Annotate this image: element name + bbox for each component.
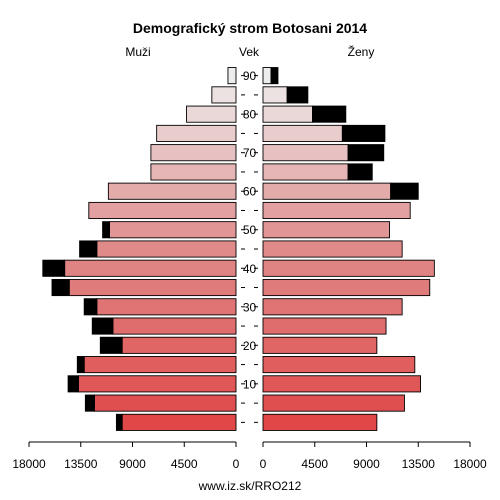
- age-label-80: 80: [243, 108, 257, 122]
- men-bar-75-79: [156, 124, 237, 142]
- men-excess-bar-15-19: [76, 356, 85, 374]
- women-bar-40-44: [262, 259, 435, 277]
- women-x-tick-label: 18000: [453, 457, 487, 471]
- men-bar-45-49: [96, 240, 237, 258]
- age-label-50: 50: [243, 223, 257, 237]
- women-excess-bar-90+: [270, 67, 279, 85]
- women-excess-bar-80-84: [312, 105, 347, 123]
- men-x-tick-label: 18000: [12, 457, 46, 471]
- men-bar-35-39: [68, 278, 237, 297]
- women-x-tick-label: 9000: [353, 457, 380, 471]
- women-x-tick-label: 0: [260, 457, 267, 471]
- women-bar-75-79: [262, 124, 343, 142]
- men-bar-90+: [227, 67, 237, 85]
- women-bar-55-59: [262, 201, 411, 220]
- men-excess-bar-20-24: [99, 336, 123, 354]
- women-bar-10-14: [262, 375, 422, 393]
- men-bar-0-4: [121, 413, 237, 431]
- men-bar-25-29: [112, 317, 237, 335]
- women-bar-45-49: [262, 240, 403, 258]
- men-excess-bar-40-44: [42, 259, 66, 277]
- men-excess-bar-30-34: [83, 298, 98, 316]
- bars-layer: [42, 67, 435, 431]
- men-x-tick-label: 9000: [119, 457, 146, 471]
- age-label-70: 70: [243, 146, 257, 160]
- men-bar-40-44: [64, 259, 237, 277]
- women-bar-5-9: [262, 394, 405, 412]
- women-bar-50-54: [262, 221, 390, 239]
- men-excess-bar-0-4: [115, 413, 123, 431]
- men-excess-bar-45-49: [79, 240, 98, 258]
- men-bar-80-84: [186, 105, 237, 123]
- age-label-40: 40: [243, 262, 257, 276]
- age-label-90: 90: [243, 69, 257, 83]
- men-excess-bar-25-29: [91, 317, 114, 335]
- women-bar-70-74: [262, 144, 349, 162]
- chart-title: Demografický strom Botosani 2014: [133, 20, 367, 36]
- men-bar-85-89: [211, 86, 237, 104]
- women-excess-bar-70-74: [347, 144, 385, 162]
- women-excess-bar-60-64: [390, 182, 419, 200]
- men-header: Muži: [125, 45, 150, 59]
- women-x-tick-label: 13500: [402, 457, 436, 471]
- age-label-30: 30: [243, 300, 257, 314]
- women-bar-80-84: [262, 105, 313, 123]
- women-bar-90+: [262, 67, 272, 85]
- women-bar-85-89: [262, 86, 288, 104]
- men-bar-20-24: [121, 336, 237, 354]
- women-bar-25-29: [262, 317, 387, 335]
- men-x-tick-label: 4500: [171, 457, 198, 471]
- age-header: Vek: [239, 45, 260, 59]
- men-bar-15-19: [83, 356, 237, 374]
- women-bar-15-19: [262, 356, 416, 374]
- age-label-60: 60: [243, 185, 257, 199]
- men-bar-65-69: [150, 163, 237, 181]
- age-label-20: 20: [243, 339, 257, 353]
- men-bar-70-74: [150, 144, 237, 162]
- women-bar-60-64: [262, 182, 392, 200]
- women-bar-30-34: [262, 298, 403, 316]
- women-x-tick-label: 4500: [301, 457, 328, 471]
- men-excess-bar-35-39: [51, 278, 70, 297]
- women-bar-35-39: [262, 278, 431, 297]
- footer-source: www.iz.sk/RRO212: [198, 479, 302, 493]
- men-bar-50-54: [109, 221, 237, 239]
- women-excess-bar-65-69: [347, 163, 373, 181]
- men-excess-bar-5-9: [84, 394, 95, 412]
- women-excess-bar-85-89: [286, 86, 309, 104]
- women-bar-0-4: [262, 413, 378, 431]
- men-bar-60-64: [107, 182, 237, 200]
- men-bar-5-9: [94, 394, 237, 412]
- men-excess-bar-10-14: [67, 375, 79, 393]
- women-bar-65-69: [262, 163, 349, 181]
- men-bar-30-34: [96, 298, 237, 316]
- women-header: Ženy: [348, 44, 375, 59]
- men-bar-10-14: [77, 375, 237, 393]
- women-bar-20-24: [262, 336, 378, 354]
- men-bar-55-59: [88, 201, 237, 220]
- men-excess-bar-50-54: [102, 221, 110, 239]
- men-x-tick-label: 13500: [64, 457, 98, 471]
- axes-layer: 0 0 4500 4500 9000 9000 13500 13500 18000 18000 10…: [12, 69, 487, 471]
- women-excess-bar-75-79: [341, 124, 386, 142]
- age-label-10: 10: [243, 377, 257, 391]
- men-x-tick-label: 0: [233, 457, 240, 471]
